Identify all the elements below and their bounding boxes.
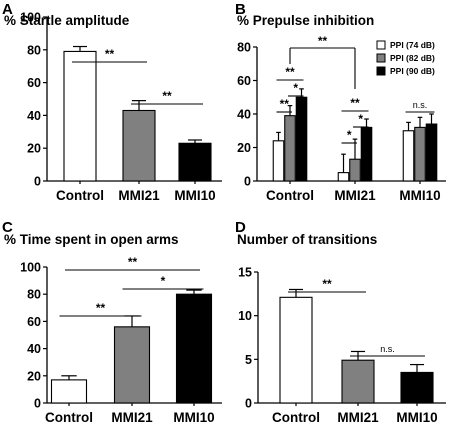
significance-label: **: [128, 255, 138, 269]
x-tick-label: Control: [45, 410, 93, 425]
bar: [402, 130, 415, 182]
y-tick-label: 5: [245, 353, 252, 367]
y-tick-label: 15: [238, 266, 252, 280]
bar: [50, 379, 88, 404]
y-tick-label: 0: [34, 397, 41, 411]
y-tick-label: 20: [27, 142, 41, 156]
bar: [279, 296, 313, 404]
y-tick-label: 0: [34, 175, 41, 189]
x-tick-label: MMI10: [396, 410, 437, 425]
significance-label: **: [96, 301, 106, 315]
x-tick-label: MMI21: [118, 188, 160, 203]
panel-label: C: [2, 219, 13, 236]
legend-swatch: [376, 66, 386, 76]
bar: [122, 109, 156, 182]
y-tick-label: 0: [245, 397, 252, 411]
panel-label: B: [235, 1, 246, 18]
significance-label: **: [350, 96, 360, 110]
significance-label: n.s.: [413, 100, 428, 110]
bar: [400, 371, 434, 404]
bar: [341, 359, 375, 404]
significance-label: **: [322, 277, 332, 291]
x-tick-label: MMI21: [111, 410, 153, 425]
panel-title: Number of transitions: [237, 232, 377, 247]
bar: [337, 172, 350, 182]
panel-title: % Time spent in open arms: [4, 232, 179, 247]
x-tick-label: MMI21: [337, 410, 379, 425]
bar: [175, 293, 213, 404]
significance-label: *: [161, 274, 166, 288]
bar: [414, 126, 426, 182]
x-tick-label: Control: [272, 410, 320, 425]
y-tick-label: 20: [27, 369, 41, 383]
significance-label: **: [105, 47, 115, 61]
y-tick-label: 0: [244, 175, 251, 189]
significance-label: **: [280, 97, 290, 111]
panel-label: A: [2, 1, 13, 18]
x-tick-label: MMI10: [173, 410, 214, 425]
bar: [63, 50, 97, 182]
panel-title: % Startle amplitude: [4, 13, 130, 28]
bar: [360, 126, 373, 182]
x-tick-label: Control: [56, 188, 104, 203]
bar: [284, 115, 296, 182]
y-tick-label: 60: [27, 315, 41, 329]
y-tick-label: 40: [27, 342, 41, 356]
significance-label: **: [162, 89, 172, 103]
significance-label: *: [358, 112, 363, 126]
panel-label: D: [235, 219, 246, 236]
legend-label: PPI (74 dB): [390, 40, 435, 50]
legend-swatch: [376, 40, 386, 50]
significance-label: **: [318, 34, 328, 48]
bar: [113, 326, 151, 404]
x-tick-label: Control: [266, 188, 314, 203]
y-tick-label: 20: [237, 141, 251, 155]
bar: [349, 158, 361, 182]
legend-label: PPI (82 dB): [390, 53, 435, 63]
legend-label: PPI (90 dB): [390, 66, 435, 76]
x-tick-label: MMI10: [174, 188, 215, 203]
y-tick-label: 80: [237, 41, 251, 55]
bar: [178, 142, 212, 182]
y-tick-label: 80: [27, 288, 41, 302]
x-tick-label: MMI21: [334, 188, 376, 203]
significance-label: **: [285, 65, 295, 79]
panel-title: % Prepulse inhibition: [237, 13, 374, 28]
y-tick-label: 100: [20, 11, 41, 25]
y-tick-label: 100: [20, 261, 41, 275]
panel-c: C% Time spent in open arms 0 20 40 60 80 100 Co…: [2, 219, 222, 425]
y-tick-label: 40: [237, 108, 251, 122]
y-tick-label: 40: [27, 109, 41, 123]
panel-b: B% Prepulse inhibition 0 20 40 60 80 Control MM…: [235, 1, 446, 203]
panel-a: A% Startle amplitude 0 20 40 60 80 100 Control M…: [2, 1, 222, 203]
legend: PPI (74 dB) PPI (82 dB) PPI (90 dB): [376, 40, 435, 76]
y-tick-label: 80: [27, 43, 41, 57]
bar: [295, 96, 308, 182]
significance-label: *: [293, 81, 298, 95]
bar: [272, 140, 285, 182]
significance-label: n.s.: [380, 344, 395, 354]
bar: [425, 123, 438, 182]
y-tick-label: 10: [238, 309, 252, 323]
x-tick-label: MMI10: [399, 188, 440, 203]
significance-label: *: [347, 128, 352, 142]
y-tick-label: 60: [27, 76, 41, 90]
legend-swatch: [376, 53, 386, 63]
y-tick-label: 60: [237, 74, 251, 88]
